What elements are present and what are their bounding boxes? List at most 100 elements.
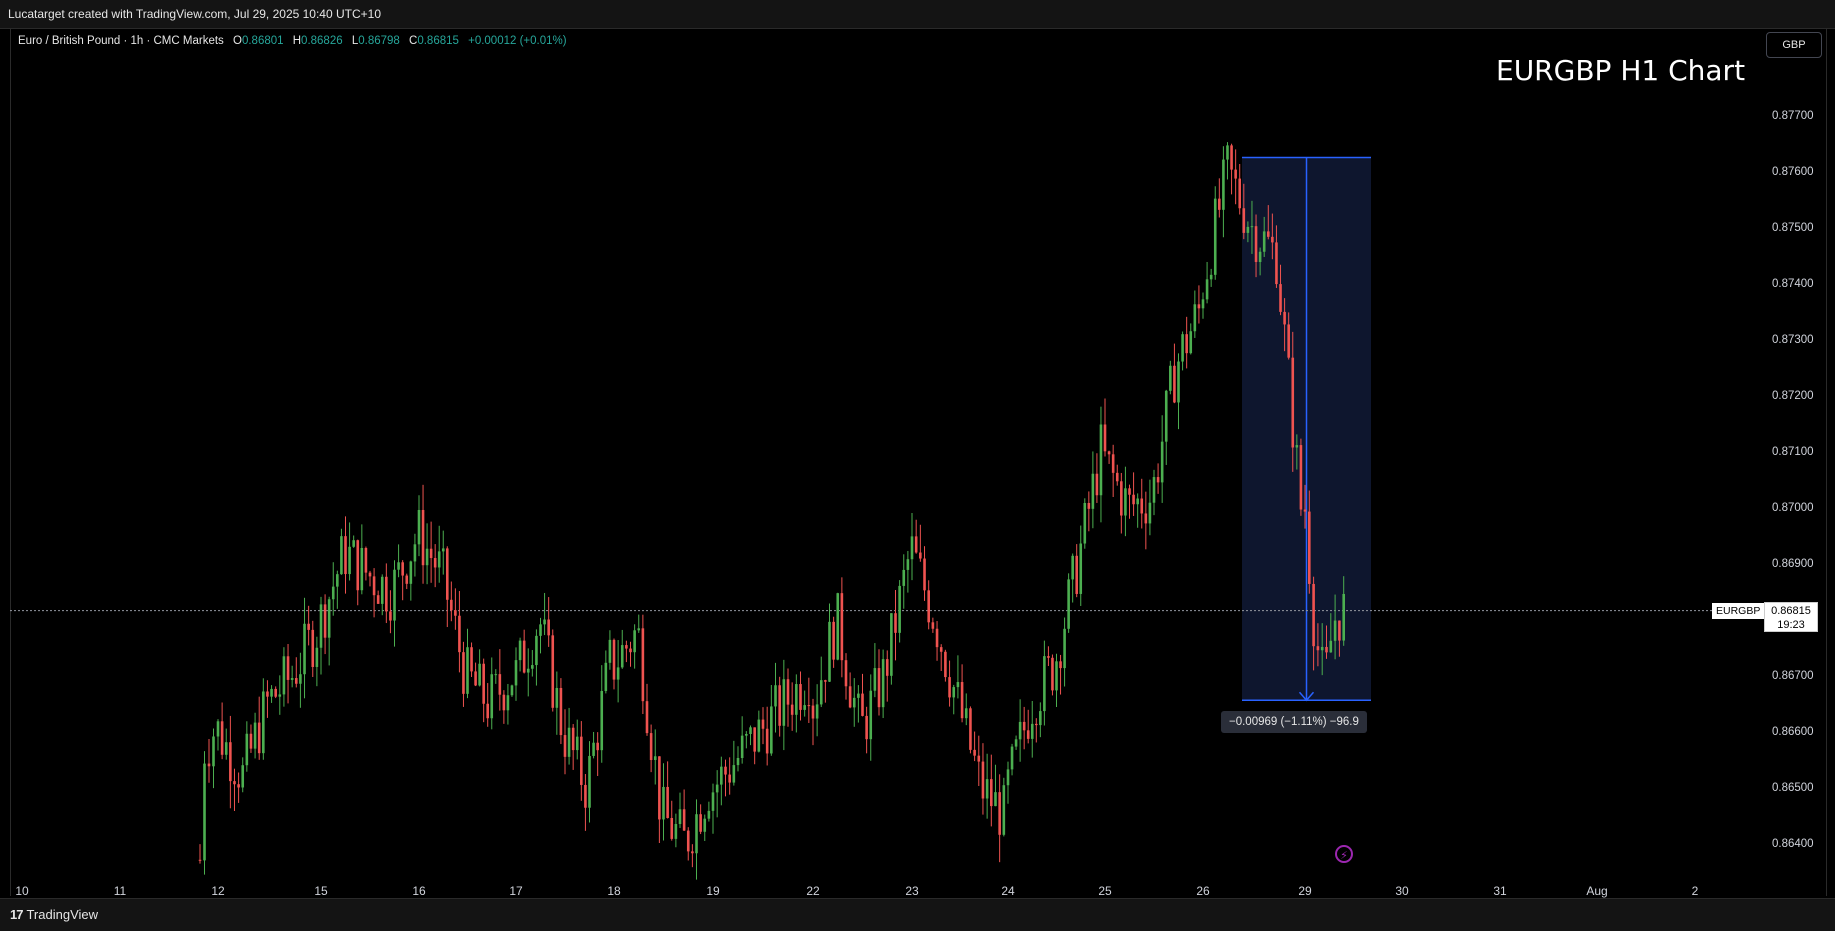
candle-body bbox=[376, 595, 380, 604]
candle-body bbox=[1271, 236, 1274, 243]
candle-body bbox=[474, 671, 477, 686]
x-tick-label: 10 bbox=[15, 884, 29, 898]
candle-body bbox=[890, 613, 893, 676]
candle-body bbox=[944, 651, 947, 678]
tradingview-mark-icon: 17 bbox=[10, 907, 24, 922]
candle-body bbox=[413, 544, 417, 562]
candle-body bbox=[356, 540, 360, 591]
candle-body bbox=[1275, 242, 1278, 285]
candle-body bbox=[233, 781, 236, 785]
y-tick-label: 0.87200 bbox=[1772, 390, 1814, 402]
close-label: C bbox=[409, 35, 418, 47]
candle-body bbox=[466, 647, 469, 694]
candle-body bbox=[1189, 331, 1193, 354]
attribution-bar: Lucatarget created with TradingView.com,… bbox=[0, 0, 1835, 29]
candle-body bbox=[778, 685, 781, 726]
candle-body bbox=[807, 705, 811, 707]
candle-body bbox=[502, 694, 506, 711]
candle-body bbox=[977, 755, 981, 762]
candle-body bbox=[229, 742, 232, 782]
candle-body bbox=[1128, 488, 1131, 495]
symbol-price-tag: EURGBP bbox=[1712, 603, 1765, 619]
candle-body bbox=[1018, 721, 1022, 740]
candle-body bbox=[270, 688, 273, 697]
candle-body bbox=[625, 645, 628, 649]
candle-body bbox=[919, 552, 922, 559]
symbol-description[interactable]: Euro / British Pound · 1h · CMC Markets bbox=[18, 35, 224, 47]
candle-body bbox=[707, 810, 711, 819]
candle-body bbox=[522, 640, 526, 673]
y-tick-label: 0.86400 bbox=[1772, 838, 1814, 850]
candle-body bbox=[931, 622, 935, 629]
y-tick-label: 0.87100 bbox=[1772, 446, 1814, 458]
candle-body bbox=[670, 817, 674, 839]
candle-body bbox=[724, 766, 727, 775]
candle-body bbox=[728, 774, 731, 783]
x-tick-label: 22 bbox=[806, 884, 820, 898]
candle-body bbox=[1002, 785, 1006, 835]
lightning-icon[interactable]: ⚡ bbox=[1335, 845, 1353, 863]
candle-body bbox=[1079, 543, 1083, 594]
x-tick-label: 26 bbox=[1196, 884, 1210, 898]
candle-body bbox=[1287, 324, 1290, 358]
y-tick-label: 0.86700 bbox=[1772, 670, 1814, 682]
candle-body bbox=[567, 727, 571, 757]
candle-body bbox=[1173, 365, 1176, 403]
candle-body bbox=[385, 576, 388, 612]
candle-body bbox=[948, 677, 951, 698]
candle-body bbox=[1169, 365, 1172, 391]
candle-body bbox=[1226, 145, 1229, 160]
candle-body bbox=[612, 639, 616, 680]
candle-body bbox=[935, 628, 939, 648]
candle-body bbox=[518, 640, 522, 661]
tradingview-logo[interactable]: 17 TradingView bbox=[10, 907, 98, 922]
candle-body bbox=[861, 693, 864, 716]
candle-body bbox=[1320, 646, 1324, 651]
x-tick-label: Aug bbox=[1586, 884, 1607, 898]
candle-body bbox=[486, 703, 490, 719]
x-tick-label: 15 bbox=[314, 884, 328, 898]
candle-body bbox=[539, 624, 542, 636]
currency-button[interactable]: GBP bbox=[1766, 32, 1822, 58]
open-label: O bbox=[233, 35, 242, 47]
candle-body bbox=[551, 635, 555, 708]
candle-body bbox=[757, 719, 761, 752]
candle-body bbox=[348, 546, 351, 575]
candle-body bbox=[894, 613, 897, 633]
candle-body bbox=[1246, 226, 1250, 233]
y-tick-label: 0.87400 bbox=[1772, 278, 1814, 290]
candle-body bbox=[877, 668, 881, 708]
measure-label: −0.00969 (−1.11%) −96.9 bbox=[1221, 711, 1367, 733]
candle-body bbox=[450, 599, 453, 611]
candle-body bbox=[1316, 646, 1320, 651]
candle-body bbox=[437, 551, 441, 568]
candle-body bbox=[588, 755, 591, 808]
candle-body bbox=[1325, 646, 1328, 653]
candle-body bbox=[1006, 769, 1010, 786]
candle-body bbox=[290, 678, 294, 680]
candle-body bbox=[1111, 454, 1115, 473]
candle-body bbox=[803, 705, 806, 710]
y-tick-label: 0.87000 bbox=[1772, 502, 1814, 514]
candle-body bbox=[865, 715, 868, 740]
candle-body bbox=[927, 590, 930, 623]
candle-body bbox=[1107, 451, 1111, 455]
candle-body bbox=[608, 639, 612, 663]
candle-body bbox=[262, 691, 265, 754]
candle-body bbox=[458, 615, 461, 653]
candle-body bbox=[1051, 657, 1054, 691]
candle-body bbox=[786, 679, 790, 705]
candle-body bbox=[1059, 661, 1062, 669]
candle-body bbox=[571, 727, 575, 751]
candle-body bbox=[952, 687, 956, 698]
candle-body bbox=[1132, 494, 1135, 505]
bar-countdown: 19:23 bbox=[1777, 619, 1805, 631]
candle-body bbox=[840, 593, 844, 661]
candle-body bbox=[629, 648, 632, 653]
candle-body bbox=[278, 694, 282, 697]
candle-body bbox=[1262, 231, 1266, 252]
candle-body bbox=[596, 742, 599, 751]
x-tick-label: 16 bbox=[412, 884, 426, 898]
candle-body bbox=[923, 558, 926, 591]
